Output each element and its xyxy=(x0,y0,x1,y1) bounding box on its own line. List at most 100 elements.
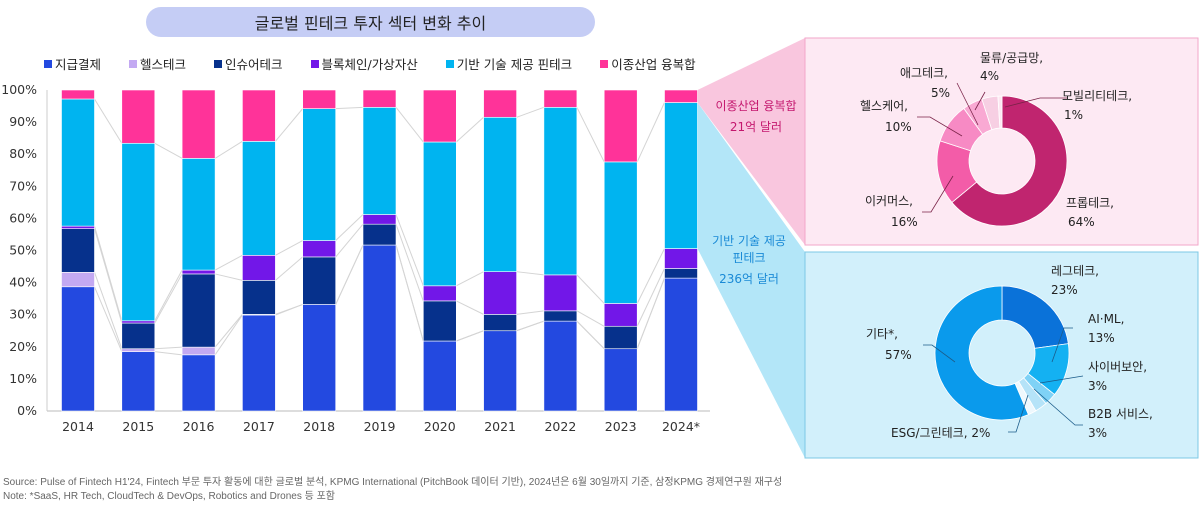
bar-segment xyxy=(664,102,698,249)
legend-swatch xyxy=(310,59,319,68)
label-regtech-pct: 23% xyxy=(1051,283,1078,297)
bar-segment xyxy=(362,223,397,246)
donut-infra xyxy=(934,285,1070,421)
connector-line xyxy=(214,314,243,348)
donut-slice xyxy=(997,95,1003,129)
connector-line xyxy=(395,224,424,302)
x-tick-label: 2024* xyxy=(662,419,700,434)
bar-segment xyxy=(422,300,457,342)
connector-line xyxy=(636,248,665,304)
leader-line xyxy=(974,91,986,111)
label-aiml-name: AI·ML, xyxy=(1088,312,1124,326)
bar-segment xyxy=(422,141,457,287)
bar-segment xyxy=(181,158,216,271)
x-tick-label: 2016 xyxy=(183,419,215,434)
label-proptech-name: 프롭테크, xyxy=(1066,196,1114,210)
connector-line xyxy=(154,273,183,324)
leader-line xyxy=(1004,97,1067,108)
y-tick-label: 20% xyxy=(9,339,37,354)
x-tick-label: 2019 xyxy=(364,419,396,434)
callout-fan-infra xyxy=(697,102,805,459)
legend-label: 헬스테크 xyxy=(140,57,187,72)
bar-segment xyxy=(362,214,397,225)
connector-line xyxy=(516,106,545,118)
y-tick-label: 70% xyxy=(9,178,37,193)
bar-segment xyxy=(61,98,95,227)
connector-line xyxy=(154,346,183,350)
bar-segment xyxy=(664,89,698,103)
bar-segment xyxy=(664,248,698,269)
label-cybersecurity-name: 사이버보안, xyxy=(1088,360,1147,374)
x-tick-label: 2022 xyxy=(544,419,576,434)
leader-line xyxy=(922,175,954,213)
bar-segment xyxy=(61,286,95,412)
label-other-name: 기타*, xyxy=(866,327,898,341)
bar-segment xyxy=(362,89,397,108)
legend-item-infra-fintech: 기반 기술 제공 핀테크 xyxy=(445,54,573,73)
source-note: Source: Pulse of Fintech H1'24, Fintech … xyxy=(3,477,783,488)
connector-line xyxy=(275,256,304,281)
bar-segment xyxy=(242,255,276,281)
connector-line xyxy=(94,98,123,144)
connector-line xyxy=(395,214,424,286)
bar-segment xyxy=(483,271,517,315)
leader-line xyxy=(956,82,979,126)
connector-line xyxy=(154,269,183,322)
callout-fan-convergence xyxy=(697,38,805,245)
connector-line xyxy=(576,320,605,350)
x-tick-label: 2018 xyxy=(303,419,335,434)
connector-line xyxy=(636,102,665,163)
legend-item-insurtech: 인슈어테크 xyxy=(214,54,283,73)
connector-line xyxy=(214,254,243,271)
connector-line xyxy=(335,223,364,258)
label-agtech-pct: 5% xyxy=(931,86,950,100)
connector-line xyxy=(455,116,484,143)
bar-segment xyxy=(242,89,276,142)
x-tick-label: 2014 xyxy=(62,419,94,434)
legend: 지급결제 헬스테크 인슈어테크 블록체인/가상자산 기반 기술 제공 핀테크 이… xyxy=(44,54,696,73)
legend-swatch xyxy=(129,59,138,68)
bar-segment xyxy=(362,244,397,412)
donut-slice xyxy=(1001,285,1069,349)
label-b2b-name: B2B 서비스, xyxy=(1088,407,1153,421)
bar-segment xyxy=(302,240,337,258)
bar-segment xyxy=(302,256,337,305)
bar-segment xyxy=(181,269,216,275)
bar-segment xyxy=(543,320,578,412)
footer: Source: Pulse of Fintech H1'24, Fintech … xyxy=(3,476,782,504)
label-other-pct: 57% xyxy=(885,348,912,362)
bar-segment xyxy=(603,325,638,350)
bar-segment xyxy=(664,268,698,279)
x-tick-label: 2023 xyxy=(605,419,637,434)
bar-segment xyxy=(61,89,95,100)
chart-canvas: 이종산업 융복합 21억 달러 기반 기술 제공 핀테크 236억 달러 201… xyxy=(1,37,1199,459)
y-tick-label: 90% xyxy=(9,114,37,129)
bar-segment xyxy=(121,89,156,144)
connector-line xyxy=(275,108,304,142)
bar-segment xyxy=(121,348,156,352)
bar-segment xyxy=(362,107,397,215)
connector-line xyxy=(516,320,545,332)
connector-line xyxy=(154,351,183,356)
connector-line xyxy=(214,140,243,159)
connector-line xyxy=(576,107,605,163)
bar-segment xyxy=(422,285,457,302)
bar-segment xyxy=(422,89,457,143)
panel-infra xyxy=(804,251,1199,459)
legend-swatch xyxy=(44,59,52,68)
legend-label: 이종산업 융복합 xyxy=(611,57,696,72)
label-logistics-pct: 4% xyxy=(980,69,999,83)
connector-line xyxy=(214,314,243,356)
y-tick-label: 40% xyxy=(9,275,37,290)
bar-segment xyxy=(302,304,337,412)
label-ecommerce-pct: 16% xyxy=(891,215,918,229)
donut-convergence xyxy=(936,95,1068,227)
label-b2b-pct: 3% xyxy=(1088,426,1107,440)
leader-line xyxy=(1033,388,1083,426)
connector-line xyxy=(94,286,123,352)
y-tick-label: 50% xyxy=(9,243,37,258)
leader-line xyxy=(923,344,956,363)
callout-convergence-title: 이종산업 융복합 xyxy=(715,99,796,113)
legend-label: 기반 기술 제공 핀테크 xyxy=(456,57,573,72)
bar-segment xyxy=(121,322,156,350)
